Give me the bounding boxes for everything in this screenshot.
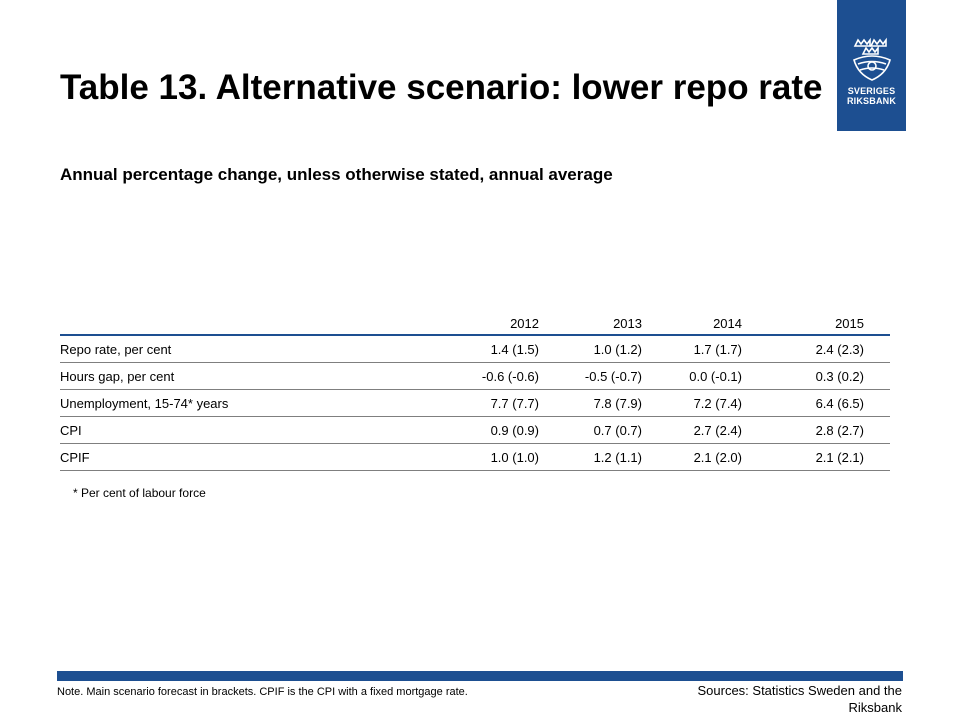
table-cell: 7.8 (7.9) bbox=[565, 389, 668, 417]
table-cell: 2.8 (2.7) bbox=[768, 416, 890, 444]
table-cell: 7.2 (7.4) bbox=[668, 389, 768, 417]
year-header: 2013 bbox=[565, 312, 668, 336]
logo-text-sveriges: SVERIGES bbox=[847, 86, 896, 96]
table-cell: 1.2 (1.1) bbox=[565, 443, 668, 471]
table-header-row: 2012 2013 2014 2015 bbox=[60, 312, 890, 336]
table-cell: 0.0 (-0.1) bbox=[668, 362, 768, 390]
row-label: CPI bbox=[60, 416, 460, 444]
row-label: Hours gap, per cent bbox=[60, 362, 460, 390]
table-cell: 2.1 (2.0) bbox=[668, 443, 768, 471]
footer-note: Note. Main scenario forecast in brackets… bbox=[57, 686, 468, 698]
year-header: 2014 bbox=[668, 312, 768, 336]
table-row: CPI 0.9 (0.9) 0.7 (0.7) 2.7 (2.4) 2.8 (2… bbox=[60, 416, 890, 444]
riksbank-logo: SVERIGES RIKSBANK bbox=[837, 0, 906, 131]
table-row: Unemployment, 15-74* years 7.7 (7.7) 7.8… bbox=[60, 389, 890, 417]
table-cell: 2.1 (2.1) bbox=[768, 443, 890, 471]
forecast-table: 2012 2013 2014 2015 Repo rate, per cent … bbox=[60, 312, 890, 471]
table-cell: 1.4 (1.5) bbox=[460, 335, 565, 363]
footer-divider-bar bbox=[57, 671, 903, 681]
page-title: Table 13. Alternative scenario: lower re… bbox=[60, 68, 823, 107]
year-header: 2015 bbox=[768, 312, 890, 336]
row-label: CPIF bbox=[60, 443, 460, 471]
table-row: Hours gap, per cent -0.6 (-0.6) -0.5 (-0… bbox=[60, 362, 890, 390]
table-cell: 0.3 (0.2) bbox=[768, 362, 890, 390]
riksbank-crown-emblem-icon bbox=[852, 37, 891, 81]
row-label: Repo rate, per cent bbox=[60, 335, 460, 363]
table-cell: -0.5 (-0.7) bbox=[565, 362, 668, 390]
table-footnote: * Per cent of labour force bbox=[73, 486, 206, 500]
page-subtitle: Annual percentage change, unless otherwi… bbox=[60, 165, 613, 184]
row-label: Unemployment, 15-74* years bbox=[60, 389, 460, 417]
table-cell: 1.7 (1.7) bbox=[668, 335, 768, 363]
table-row: CPIF 1.0 (1.0) 1.2 (1.1) 2.1 (2.0) 2.1 (… bbox=[60, 443, 890, 471]
table-row: Repo rate, per cent 1.4 (1.5) 1.0 (1.2) … bbox=[60, 335, 890, 363]
table-cell: -0.6 (-0.6) bbox=[460, 362, 565, 390]
table-cell: 2.4 (2.3) bbox=[768, 335, 890, 363]
table-cell: 7.7 (7.7) bbox=[460, 389, 565, 417]
table-cell: 2.7 (2.4) bbox=[668, 416, 768, 444]
table-corner-header bbox=[60, 312, 460, 336]
table-cell: 1.0 (1.2) bbox=[565, 335, 668, 363]
table-cell: 0.7 (0.7) bbox=[565, 416, 668, 444]
table-cell: 6.4 (6.5) bbox=[768, 389, 890, 417]
table-cell: 0.9 (0.9) bbox=[460, 416, 565, 444]
table-cell: 1.0 (1.0) bbox=[460, 443, 565, 471]
logo-text-riksbank: RIKSBANK bbox=[846, 96, 897, 106]
footer-sources: Sources: Statistics Sweden and the Riksb… bbox=[697, 683, 902, 715]
year-header: 2012 bbox=[460, 312, 565, 336]
